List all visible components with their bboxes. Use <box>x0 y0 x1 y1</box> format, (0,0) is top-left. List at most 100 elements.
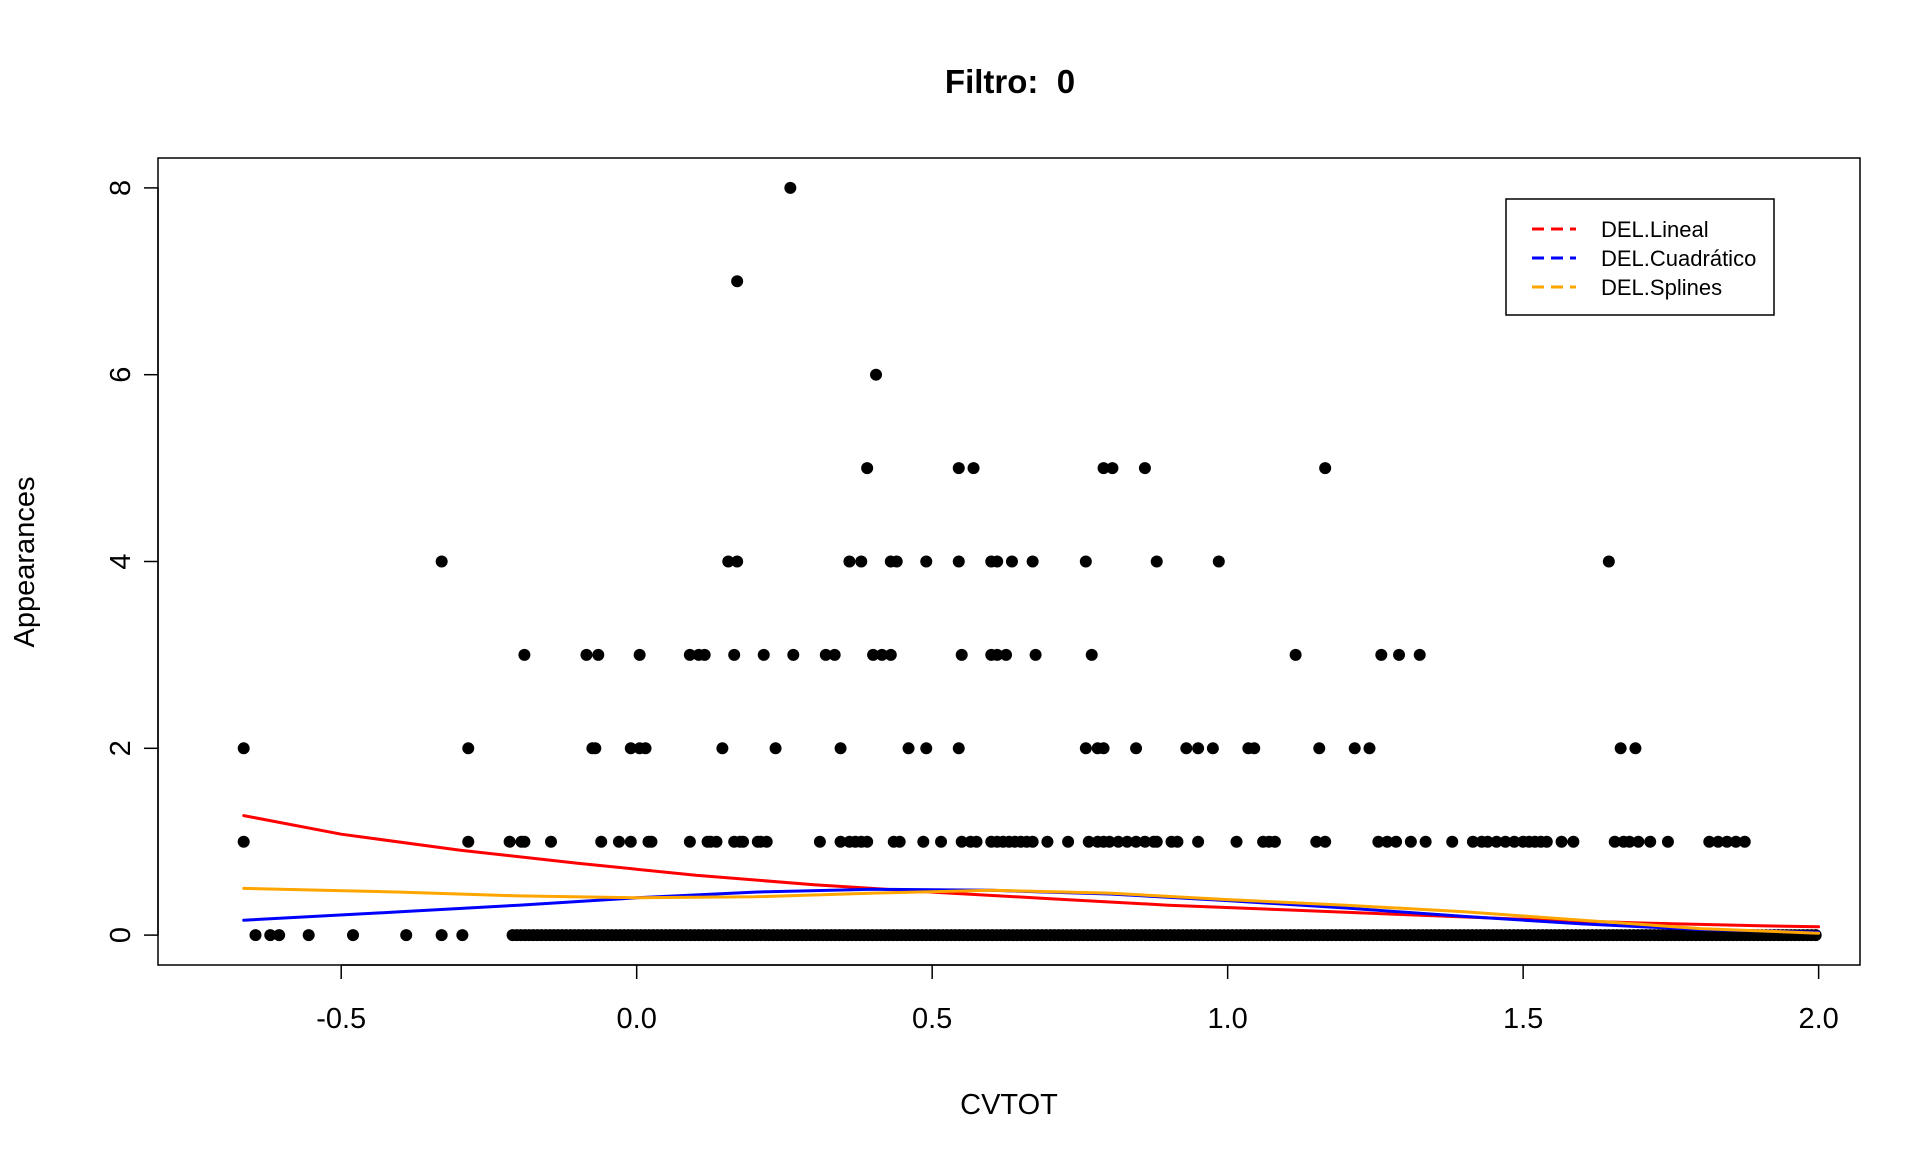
data-point <box>1206 742 1219 755</box>
data-point <box>1212 555 1225 568</box>
data-point <box>1738 835 1751 848</box>
legend: DEL.Lineal DEL.Cuadrático DEL.Splines <box>1505 198 1775 316</box>
data-point <box>710 835 723 848</box>
data-point <box>462 742 475 755</box>
data-point <box>1082 835 1095 848</box>
data-point <box>1026 835 1039 848</box>
y-axis: 0 2 4 6 8 <box>105 180 159 943</box>
data-point <box>580 648 593 661</box>
data-point <box>1703 835 1716 848</box>
data-point <box>1446 835 1459 848</box>
data-point <box>400 929 413 942</box>
data-point <box>1390 835 1403 848</box>
data-point <box>1661 835 1674 848</box>
data-point <box>716 742 729 755</box>
data-point <box>819 648 832 661</box>
data-point <box>1097 742 1110 755</box>
data-point <box>1499 835 1512 848</box>
legend-label: DEL.Lineal <box>1601 217 1709 242</box>
data-point <box>624 835 637 848</box>
data-point <box>1062 835 1075 848</box>
data-point <box>1138 835 1151 848</box>
data-point <box>722 555 735 568</box>
data-point <box>952 742 965 755</box>
data-point <box>592 648 605 661</box>
fitted-curves <box>242 814 1821 935</box>
data-point <box>612 835 625 848</box>
data-point <box>731 555 744 568</box>
data-point <box>1644 835 1657 848</box>
data-point <box>1005 555 1018 568</box>
x-tick-label: -0.5 <box>316 1003 366 1035</box>
legend-box <box>1505 198 1775 316</box>
data-point <box>1000 648 1013 661</box>
data-point <box>435 555 448 568</box>
data-point <box>462 835 475 848</box>
data-point <box>595 835 608 848</box>
data-point <box>1097 462 1110 475</box>
data-point <box>435 929 448 942</box>
data-point <box>813 835 826 848</box>
legend-label: DEL.Cuadrático <box>1601 246 1756 271</box>
data-point <box>1540 835 1553 848</box>
data-point <box>518 648 531 661</box>
data-point <box>784 181 797 194</box>
y-axis-label: Appearances <box>9 477 41 648</box>
data-point <box>834 835 847 848</box>
data-point <box>952 555 965 568</box>
data-point <box>1268 835 1281 848</box>
data-point <box>1171 835 1184 848</box>
data-point <box>1313 742 1326 755</box>
data-point <box>1419 835 1432 848</box>
data-point <box>1138 462 1151 475</box>
data-point <box>834 742 847 755</box>
data-point <box>1490 835 1503 848</box>
data-point <box>518 835 531 848</box>
data-point <box>1079 555 1092 568</box>
data-point <box>920 742 933 755</box>
y-tick-label: 2 <box>105 740 137 756</box>
data-point <box>1121 835 1134 848</box>
data-point <box>875 648 888 661</box>
data-point <box>589 742 602 755</box>
data-point <box>1567 835 1580 848</box>
data-point <box>456 929 469 942</box>
data-point <box>1192 742 1205 755</box>
legend-label: DEL.Splines <box>1601 275 1722 300</box>
data-point <box>645 835 658 848</box>
data-point <box>760 835 773 848</box>
data-point <box>544 835 557 848</box>
data-point <box>769 742 782 755</box>
chart-title: Filtro: 0 <box>945 63 1075 100</box>
data-point <box>935 835 948 848</box>
data-point <box>639 742 652 755</box>
data-point <box>1310 835 1323 848</box>
data-point <box>1180 742 1193 755</box>
data-point <box>1112 835 1125 848</box>
data-point <box>737 835 750 848</box>
data-point <box>1466 835 1479 848</box>
curve-line <box>242 886 1821 935</box>
data-point <box>952 462 965 475</box>
x-tick-label: 2.0 <box>1798 1003 1838 1035</box>
data-point <box>237 742 250 755</box>
data-point <box>870 368 883 381</box>
data-point <box>1632 835 1645 848</box>
data-point <box>1508 835 1521 848</box>
data-point <box>1289 648 1302 661</box>
data-point <box>828 648 841 661</box>
data-point <box>757 648 770 661</box>
data-point <box>683 835 696 848</box>
data-point <box>1363 742 1376 755</box>
data-point <box>861 835 874 848</box>
data-point <box>1192 835 1205 848</box>
data-points <box>237 181 1822 942</box>
data-point <box>1348 742 1361 755</box>
x-tick-label: 1.0 <box>1207 1003 1247 1035</box>
data-point <box>1026 555 1039 568</box>
data-point <box>237 835 250 848</box>
data-point <box>1375 648 1388 661</box>
data-point <box>1614 742 1627 755</box>
data-point <box>843 555 856 568</box>
